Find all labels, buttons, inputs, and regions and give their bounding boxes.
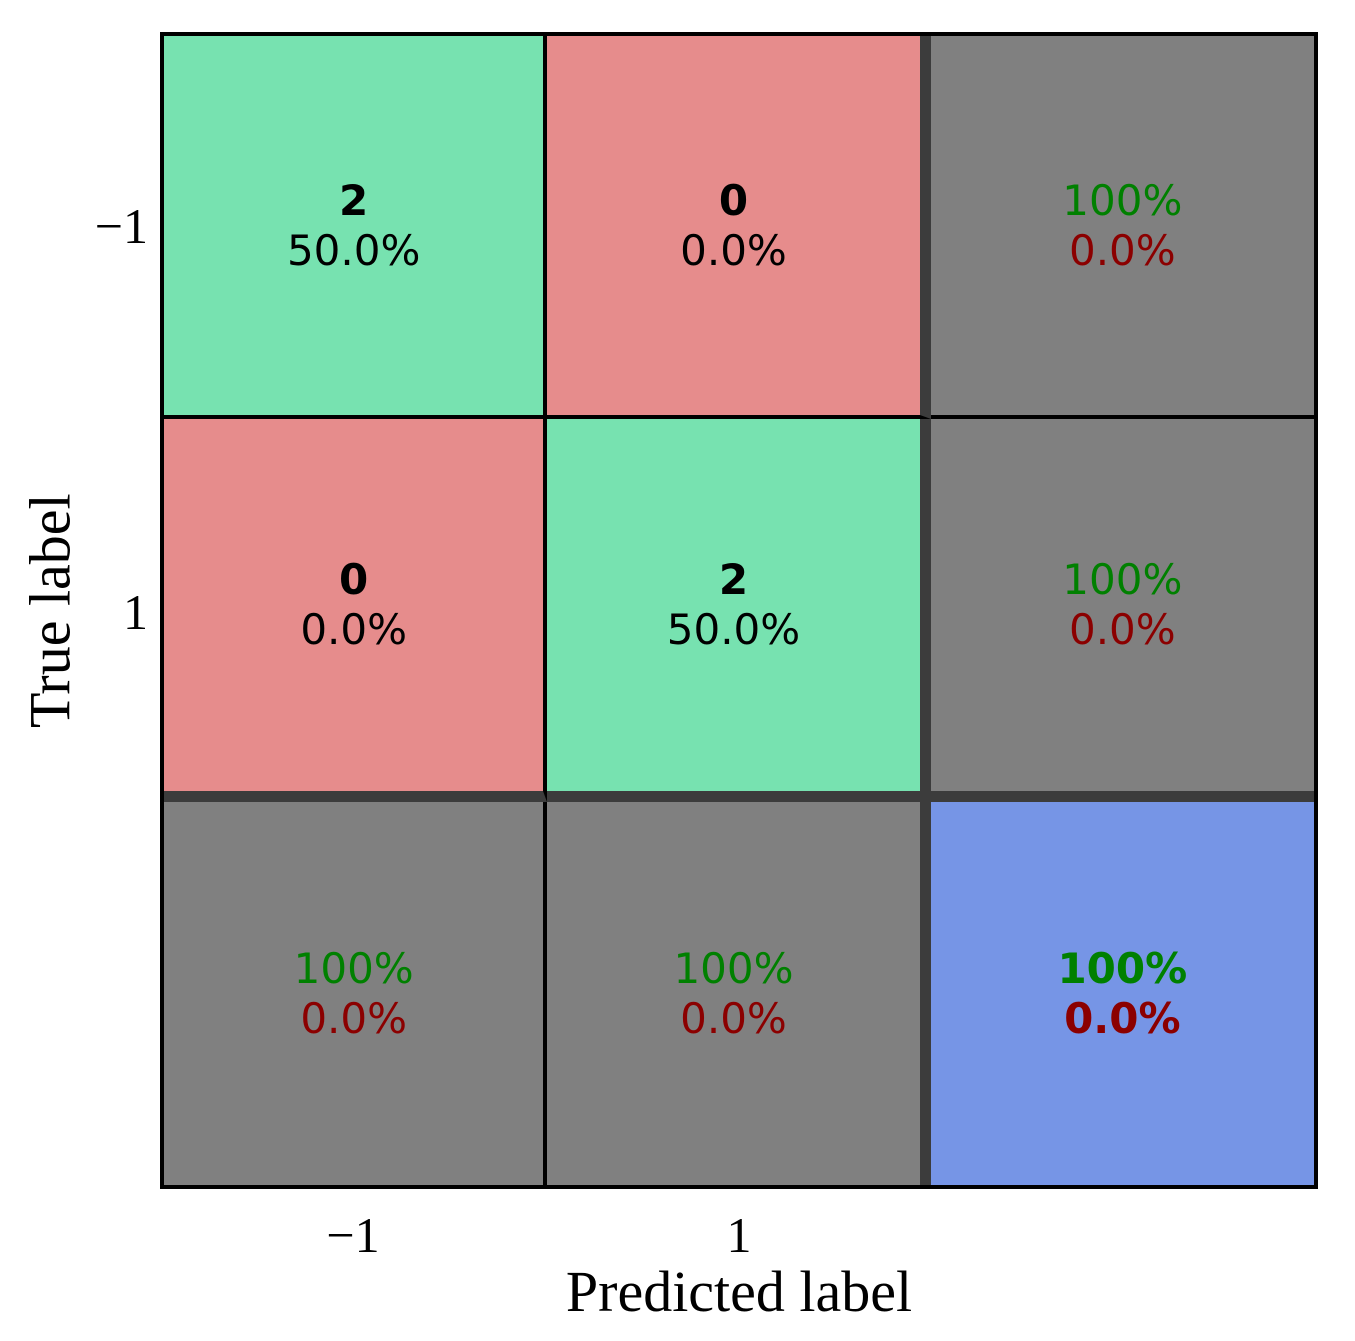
x-tick-neg1: −1: [326, 1207, 380, 1263]
cell-col-summary-neg1: 100% 0.0%: [164, 802, 548, 1185]
cell-true-pos1-pred-pos1: 2 50.0%: [547, 419, 931, 802]
cell-count: 0: [718, 175, 749, 225]
cell-count: 2: [718, 555, 749, 605]
cell-true-pos1-pred-neg1: 0 0.0%: [164, 419, 548, 802]
cell-count: 0: [339, 555, 369, 605]
y-tick-pos1: 1: [123, 584, 148, 640]
cell-row-summary-pos1: 100% 0.0%: [930, 419, 1314, 802]
cell-row-summary-neg1: 100% 0.0%: [930, 36, 1314, 419]
x-tick-pos1: 1: [726, 1207, 752, 1263]
cell-overall-accuracy: 100% 0.0%: [930, 802, 1314, 1185]
cell-accuracy-good: 100%: [1057, 943, 1188, 993]
x-axis-label: Predicted label: [565, 1259, 913, 1324]
cell-recall-bad: 0.0%: [1068, 225, 1176, 275]
cell-precision-bad: 0.0%: [300, 993, 408, 1043]
cell-recall-bad: 0.0%: [1068, 605, 1176, 654]
cell-true-neg1-pred-pos1: 0 0.0%: [547, 36, 931, 419]
cell-precision-good: 100%: [293, 943, 414, 993]
cell-percent: 0.0%: [680, 225, 787, 275]
cell-precision-bad: 0.0%: [680, 993, 787, 1043]
cell-col-summary-pos1: 100% 0.0%: [547, 802, 931, 1185]
cell-precision-good: 100%: [673, 943, 794, 993]
cell-true-neg1-pred-neg1: 2 50.0%: [164, 36, 548, 419]
cell-percent: 50.0%: [286, 225, 421, 275]
cell-count: 2: [339, 175, 369, 225]
matrix-grid: 2 50.0% 0 0.0% 100% 0.0% 0 0.0% 2 50.0% …: [160, 32, 1318, 1189]
cell-recall-good: 100%: [1062, 555, 1183, 605]
cell-percent: 50.0%: [666, 605, 801, 654]
cell-percent: 0.0%: [300, 605, 408, 654]
cell-accuracy-bad: 0.0%: [1064, 993, 1181, 1043]
cell-recall-good: 100%: [1062, 175, 1183, 225]
y-tick-neg1: −1: [94, 198, 148, 254]
